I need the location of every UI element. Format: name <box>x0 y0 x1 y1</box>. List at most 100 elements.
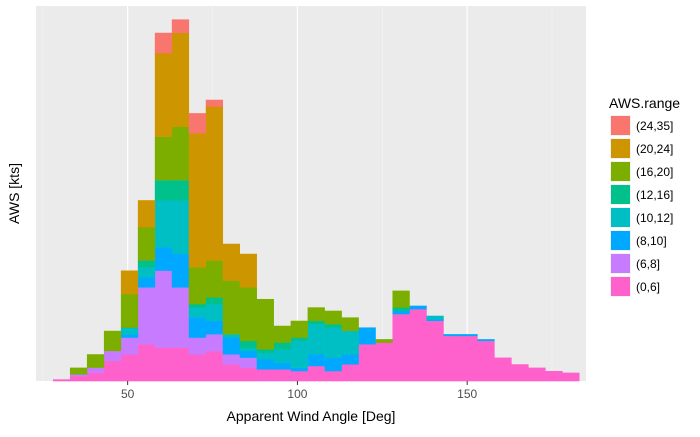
bar-segment <box>324 324 342 328</box>
bar-segment <box>86 367 105 373</box>
bar-segment <box>205 320 224 335</box>
bar-segment <box>188 113 207 134</box>
bar-segment <box>154 136 173 181</box>
x-axis: 50 100 150 <box>121 381 478 401</box>
bar-segment <box>273 362 291 370</box>
bars-group <box>52 19 580 382</box>
bar-segment <box>137 200 156 228</box>
bar-segment <box>205 350 224 382</box>
bar-segment <box>171 32 190 127</box>
bar-segment <box>103 330 122 352</box>
bar-segment <box>426 319 444 322</box>
legend-item-label: (8,10] <box>636 234 667 248</box>
bar-segment <box>188 317 207 338</box>
x-tick-label: 50 <box>121 387 135 401</box>
bar-segment <box>358 327 376 345</box>
bar-segment <box>69 375 88 382</box>
bar-segment <box>154 247 173 271</box>
bar-segment <box>171 200 190 255</box>
bar-segment <box>188 267 207 305</box>
bar-segment <box>290 340 308 368</box>
legend-item-label: (0,6] <box>636 280 660 294</box>
legend-item-label: (10,12] <box>636 211 673 225</box>
bar-segment <box>154 180 173 201</box>
bar-segment <box>324 357 342 372</box>
bar-segment <box>188 133 207 268</box>
legend-title: AWS.range <box>609 95 680 111</box>
bar-segment <box>239 340 257 348</box>
legend-key-swatch <box>611 231 630 250</box>
bar-segment <box>120 327 139 335</box>
bar-segment <box>273 349 291 363</box>
bar-segment <box>409 305 427 310</box>
bar-segment <box>426 320 444 382</box>
bar-segment <box>171 287 190 348</box>
bar-segment <box>545 370 563 382</box>
bar-segment <box>205 303 224 322</box>
bar-segment <box>307 354 325 367</box>
bar-segment <box>256 369 274 382</box>
bar-segment <box>256 349 274 353</box>
legend-key-swatch <box>611 116 630 135</box>
bar-segment <box>205 297 224 305</box>
gridlines <box>42 6 553 381</box>
bar-segment <box>137 287 156 345</box>
bar-segment <box>171 126 190 181</box>
bar-segment <box>222 243 241 281</box>
bar-segment <box>137 344 156 382</box>
bar-segment <box>324 327 342 358</box>
legend-item-label: (6,8] <box>636 257 660 271</box>
bar-segment <box>171 19 190 34</box>
bar-segment <box>154 32 173 54</box>
bar-segment <box>273 369 291 382</box>
bar-segment <box>341 354 359 365</box>
bar-segment <box>239 367 257 382</box>
bar-segment <box>409 309 427 382</box>
legend-key-swatch <box>611 139 630 158</box>
bar-segment <box>307 324 325 355</box>
bar-segment <box>426 315 444 320</box>
legend-item-label: (20,24] <box>636 142 673 156</box>
bar-segment <box>120 354 139 382</box>
bar-segment <box>205 260 224 298</box>
bar-segment <box>103 360 122 382</box>
bar-segment <box>188 307 207 318</box>
bar-segment <box>205 106 224 261</box>
bar-segment <box>154 270 173 348</box>
bar-segment <box>103 350 122 362</box>
bar-segment <box>188 337 207 355</box>
x-tick-label: 100 <box>287 387 307 401</box>
bar-segment <box>137 260 156 268</box>
bar-segment <box>273 325 291 343</box>
bar-segment <box>222 354 241 365</box>
bar-segment <box>52 379 71 382</box>
legend-item-label: (16,20] <box>636 165 673 179</box>
bar-segment <box>477 340 495 382</box>
legend-key-swatch <box>611 208 630 227</box>
bar-segment <box>69 374 88 377</box>
bar-segment <box>222 280 241 335</box>
legend-item-label: (24,35] <box>636 119 673 133</box>
bar-segment <box>494 357 512 382</box>
bar-segment <box>273 342 291 350</box>
legend-key-swatch <box>611 254 630 273</box>
bar-segment <box>239 347 257 352</box>
bar-segment <box>69 367 88 375</box>
bar-segment <box>205 99 224 107</box>
bar-segment <box>86 372 105 382</box>
bar-segment <box>290 337 308 342</box>
bar-segment <box>120 337 139 355</box>
bar-segment <box>324 370 342 382</box>
bar-segment <box>137 226 156 261</box>
bar-segment <box>188 354 207 382</box>
bar-segment <box>528 367 546 382</box>
bar-segment <box>239 350 257 358</box>
bar-segment <box>392 310 410 315</box>
bar-segment <box>460 335 478 382</box>
legend: AWS.range (24,35] (20,24] (16,20] (12,16] (1… <box>609 95 680 297</box>
bar-segment <box>460 334 478 337</box>
bar-segment <box>290 320 308 338</box>
bar-segment <box>256 359 274 370</box>
x-axis-title: Apparent Wind Angle [Deg] <box>227 408 396 424</box>
